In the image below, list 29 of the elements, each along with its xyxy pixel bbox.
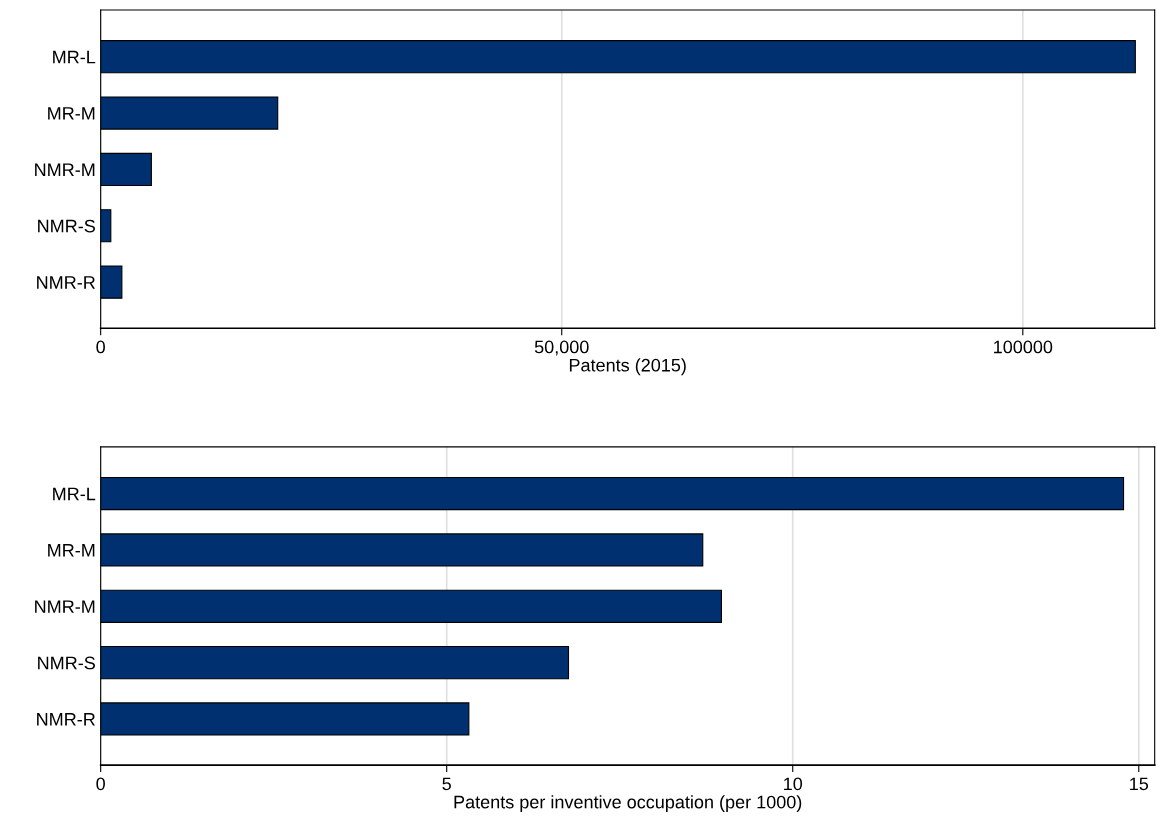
bar <box>100 96 279 130</box>
x-tick-label: 5 <box>442 777 451 791</box>
y-tick-label: NMR-S <box>38 219 95 233</box>
y-tick-label: MR-M <box>48 544 95 557</box>
x-tick-label: 10 <box>784 777 803 791</box>
y-tick-label: MR-L <box>53 50 96 64</box>
y-tick-label: NMR-S <box>38 656 95 670</box>
x-axis-title: Patents per inventive occupation (per 1000) <box>454 795 802 813</box>
y-tick-label: MR-L <box>53 487 96 501</box>
bar <box>100 209 112 243</box>
y-tick-label: NMR-M <box>35 163 95 176</box>
bar <box>100 533 704 567</box>
y-tick-label: NMR-M <box>35 600 95 613</box>
bar <box>100 476 1125 511</box>
y-tick-label: NMR-R <box>37 276 95 289</box>
bar <box>100 40 1136 74</box>
x-tick-label: 0 <box>96 777 105 791</box>
bar <box>100 265 123 299</box>
x-tick-label: 100000 <box>994 340 1053 354</box>
bar <box>100 646 570 680</box>
bar <box>100 152 152 187</box>
y-tick-label: NMR-R <box>37 713 95 726</box>
bar <box>100 702 470 736</box>
x-tick-label: 15 <box>1130 777 1149 791</box>
y-tick-label: MR-M <box>48 107 95 120</box>
x-axis-title: Patents (2015) <box>569 358 686 376</box>
x-tick-label: 0 <box>96 340 105 354</box>
x-tick-label: 50,000 <box>534 340 589 356</box>
bar <box>100 589 723 623</box>
